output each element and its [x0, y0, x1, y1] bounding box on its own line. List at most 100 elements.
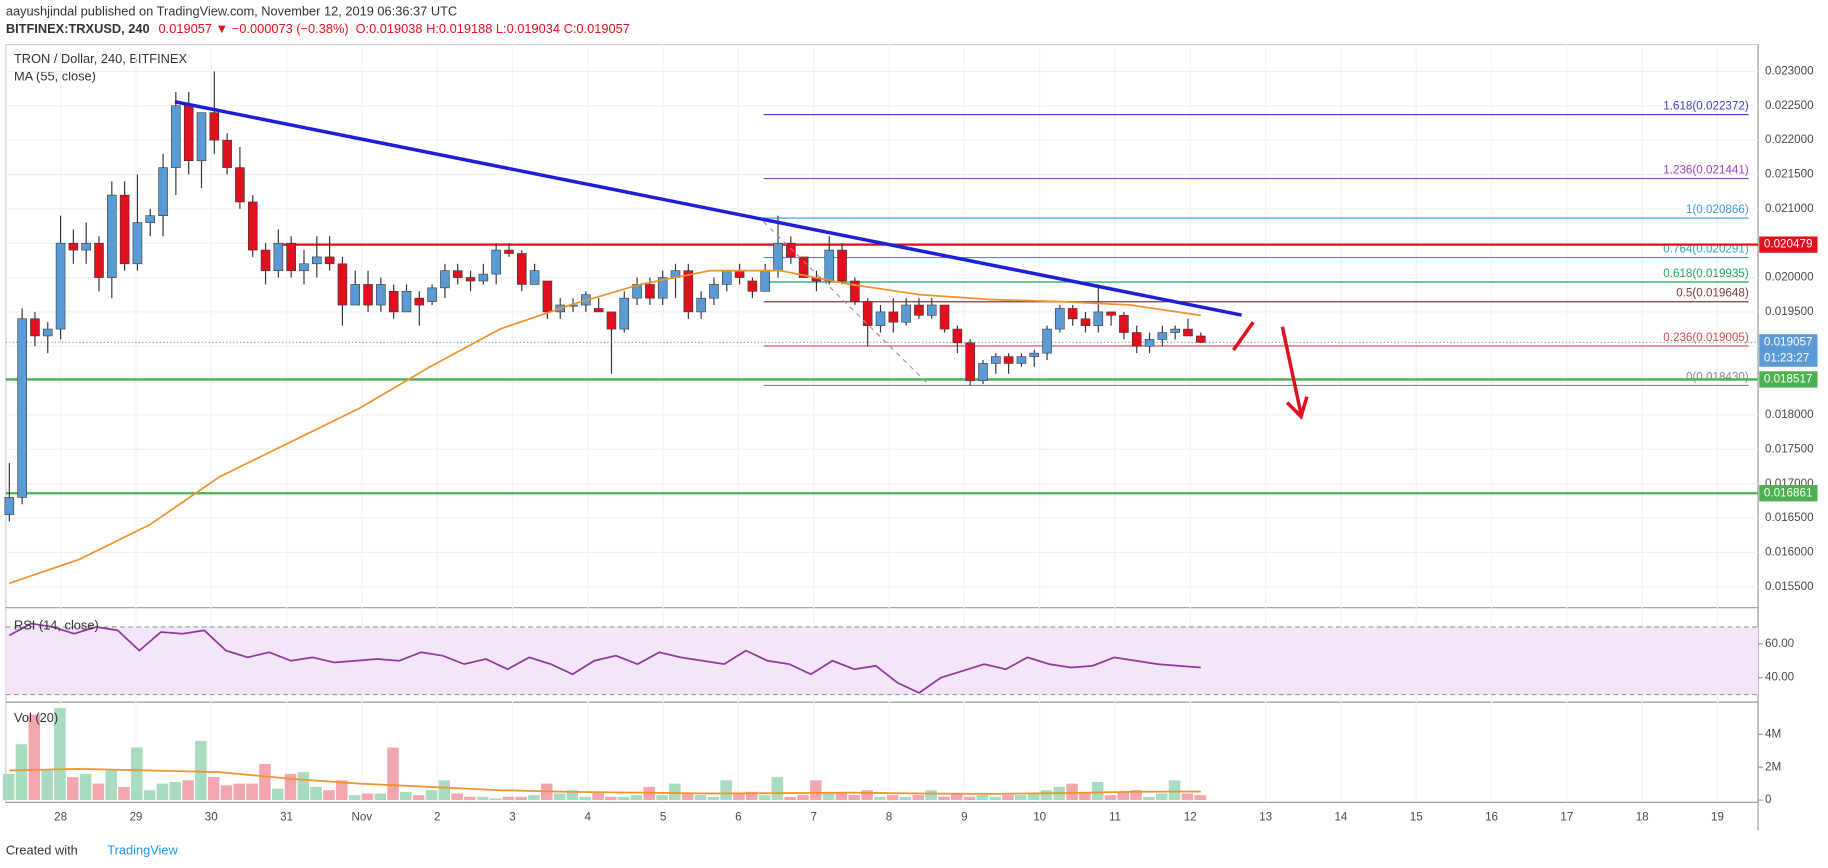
volume-bar — [28, 714, 41, 801]
volume-bar — [822, 791, 835, 801]
x-tick-label: 18 — [1636, 811, 1649, 824]
y-tick-label: 0.017500 — [1765, 442, 1814, 455]
volume-bar — [79, 773, 92, 801]
fib-label: 1(0.020866) — [1686, 203, 1749, 216]
fib-label: 1.236(0.021441) — [1663, 163, 1749, 176]
candle-body — [721, 270, 732, 285]
x-tick-label: 14 — [1334, 811, 1347, 824]
volume-bar — [720, 780, 732, 801]
volume-bar — [400, 791, 412, 801]
volume-bar — [451, 793, 463, 801]
y-tick-label: 0.021500 — [1765, 168, 1814, 181]
fib-label: 0.236(0.019005) — [1663, 331, 1749, 344]
volume-bar — [592, 791, 604, 801]
x-tick-label: 15 — [1410, 811, 1423, 824]
candle-body — [376, 284, 386, 306]
volume-bar — [1117, 791, 1130, 801]
volume-bar — [323, 790, 335, 801]
candle-body — [542, 280, 553, 313]
candle-body — [645, 284, 655, 299]
volume-bar — [310, 786, 322, 801]
rsi-line — [8, 622, 1201, 694]
volume-bar — [669, 783, 681, 801]
rsi-band — [5, 626, 1759, 695]
candle-body — [798, 256, 809, 278]
volume-bar — [361, 793, 374, 801]
volume-bar — [412, 795, 425, 801]
x-tick-label: 11 — [1109, 811, 1121, 824]
last-price-tag — [1759, 334, 1818, 367]
x-tick-label: 2 — [434, 811, 440, 824]
volume-bar — [143, 790, 156, 801]
ma-label: MA (55, close) — [14, 69, 96, 84]
candle-body — [440, 270, 450, 289]
volume-bar — [1091, 781, 1104, 801]
candle-body — [1067, 308, 1078, 320]
candle-body — [42, 328, 53, 337]
candle-body — [696, 297, 706, 313]
candle-body — [914, 304, 924, 316]
volume-bar — [681, 793, 694, 801]
publish-line: aayushjindal published on TradingView.co… — [6, 3, 457, 18]
candle-body — [183, 105, 194, 162]
x-tick-label: 12 — [1184, 811, 1197, 824]
level-tag — [1759, 371, 1818, 388]
volume-bar — [1104, 795, 1117, 801]
candle-body — [773, 242, 783, 271]
last-price: 0.019057 — [1764, 335, 1813, 348]
candle-body — [1029, 352, 1040, 357]
candle-body — [55, 242, 66, 330]
candle-body — [978, 363, 988, 381]
volume-bar — [92, 783, 105, 801]
x-tick-label: 8 — [886, 811, 892, 824]
volume-bar — [348, 795, 361, 801]
y-tick-label: 0.020000 — [1765, 271, 1814, 284]
candle-body — [222, 139, 232, 168]
volume-bar — [464, 796, 476, 801]
x-tick-label: 4 — [585, 811, 592, 824]
volume-bar — [41, 770, 53, 801]
volume-bar — [118, 786, 130, 801]
y-tick-label: 0.021000 — [1765, 202, 1814, 215]
candle-body — [478, 273, 489, 282]
candle-body — [68, 242, 79, 251]
x-tick-label: 19 — [1711, 811, 1724, 824]
candle-body — [350, 284, 361, 306]
x-tick-label: 5 — [660, 811, 666, 824]
volume-bar — [1181, 793, 1194, 801]
candle-body — [529, 270, 540, 285]
volume-bar — [246, 783, 258, 801]
candle-body — [683, 270, 694, 313]
volume-bar — [1130, 790, 1142, 801]
candle-body — [286, 242, 296, 271]
volume-bar — [515, 796, 527, 801]
footer-brand[interactable]: TradingView — [107, 843, 178, 858]
volume-bar — [1155, 793, 1168, 801]
candle-body — [491, 249, 501, 275]
volume-bar — [745, 791, 758, 801]
candle-body — [299, 263, 309, 271]
candle-body — [965, 342, 975, 381]
fib-trend — [763, 221, 928, 384]
volume-bar — [1002, 795, 1014, 801]
volume-bar — [489, 798, 502, 801]
volume-bar — [861, 790, 873, 801]
volume-bar — [1015, 795, 1027, 801]
volume-bar — [899, 796, 912, 801]
volume-bar — [989, 796, 1001, 801]
level-value: 0.018517 — [1764, 373, 1813, 386]
candle-body — [926, 304, 937, 316]
volume-bar — [374, 793, 386, 801]
candle-body — [1157, 332, 1168, 340]
volume-bar — [1143, 796, 1155, 801]
volume-bar — [66, 777, 79, 801]
volume-bar — [54, 708, 66, 801]
x-tick-label: Nov — [352, 811, 373, 824]
candle-body — [107, 194, 117, 278]
volume-bar — [1168, 780, 1181, 801]
volume-tick-label: 2M — [1765, 760, 1781, 773]
y-tick-label: 0.015500 — [1765, 580, 1814, 593]
rsi-tick-label: 60.00 — [1765, 637, 1795, 650]
volume-bar — [195, 740, 207, 801]
